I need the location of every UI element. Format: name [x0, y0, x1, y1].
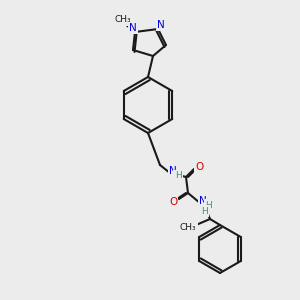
Text: H: H	[206, 200, 212, 209]
Text: CH₃: CH₃	[180, 223, 196, 232]
Text: H: H	[175, 172, 182, 181]
Text: N: N	[157, 20, 165, 30]
Text: O: O	[169, 197, 177, 207]
Text: O: O	[195, 162, 203, 172]
Text: N: N	[199, 196, 207, 206]
Text: N: N	[169, 166, 177, 176]
Text: CH₃: CH₃	[115, 16, 131, 25]
Text: N: N	[129, 23, 137, 33]
Text: H: H	[201, 206, 207, 215]
